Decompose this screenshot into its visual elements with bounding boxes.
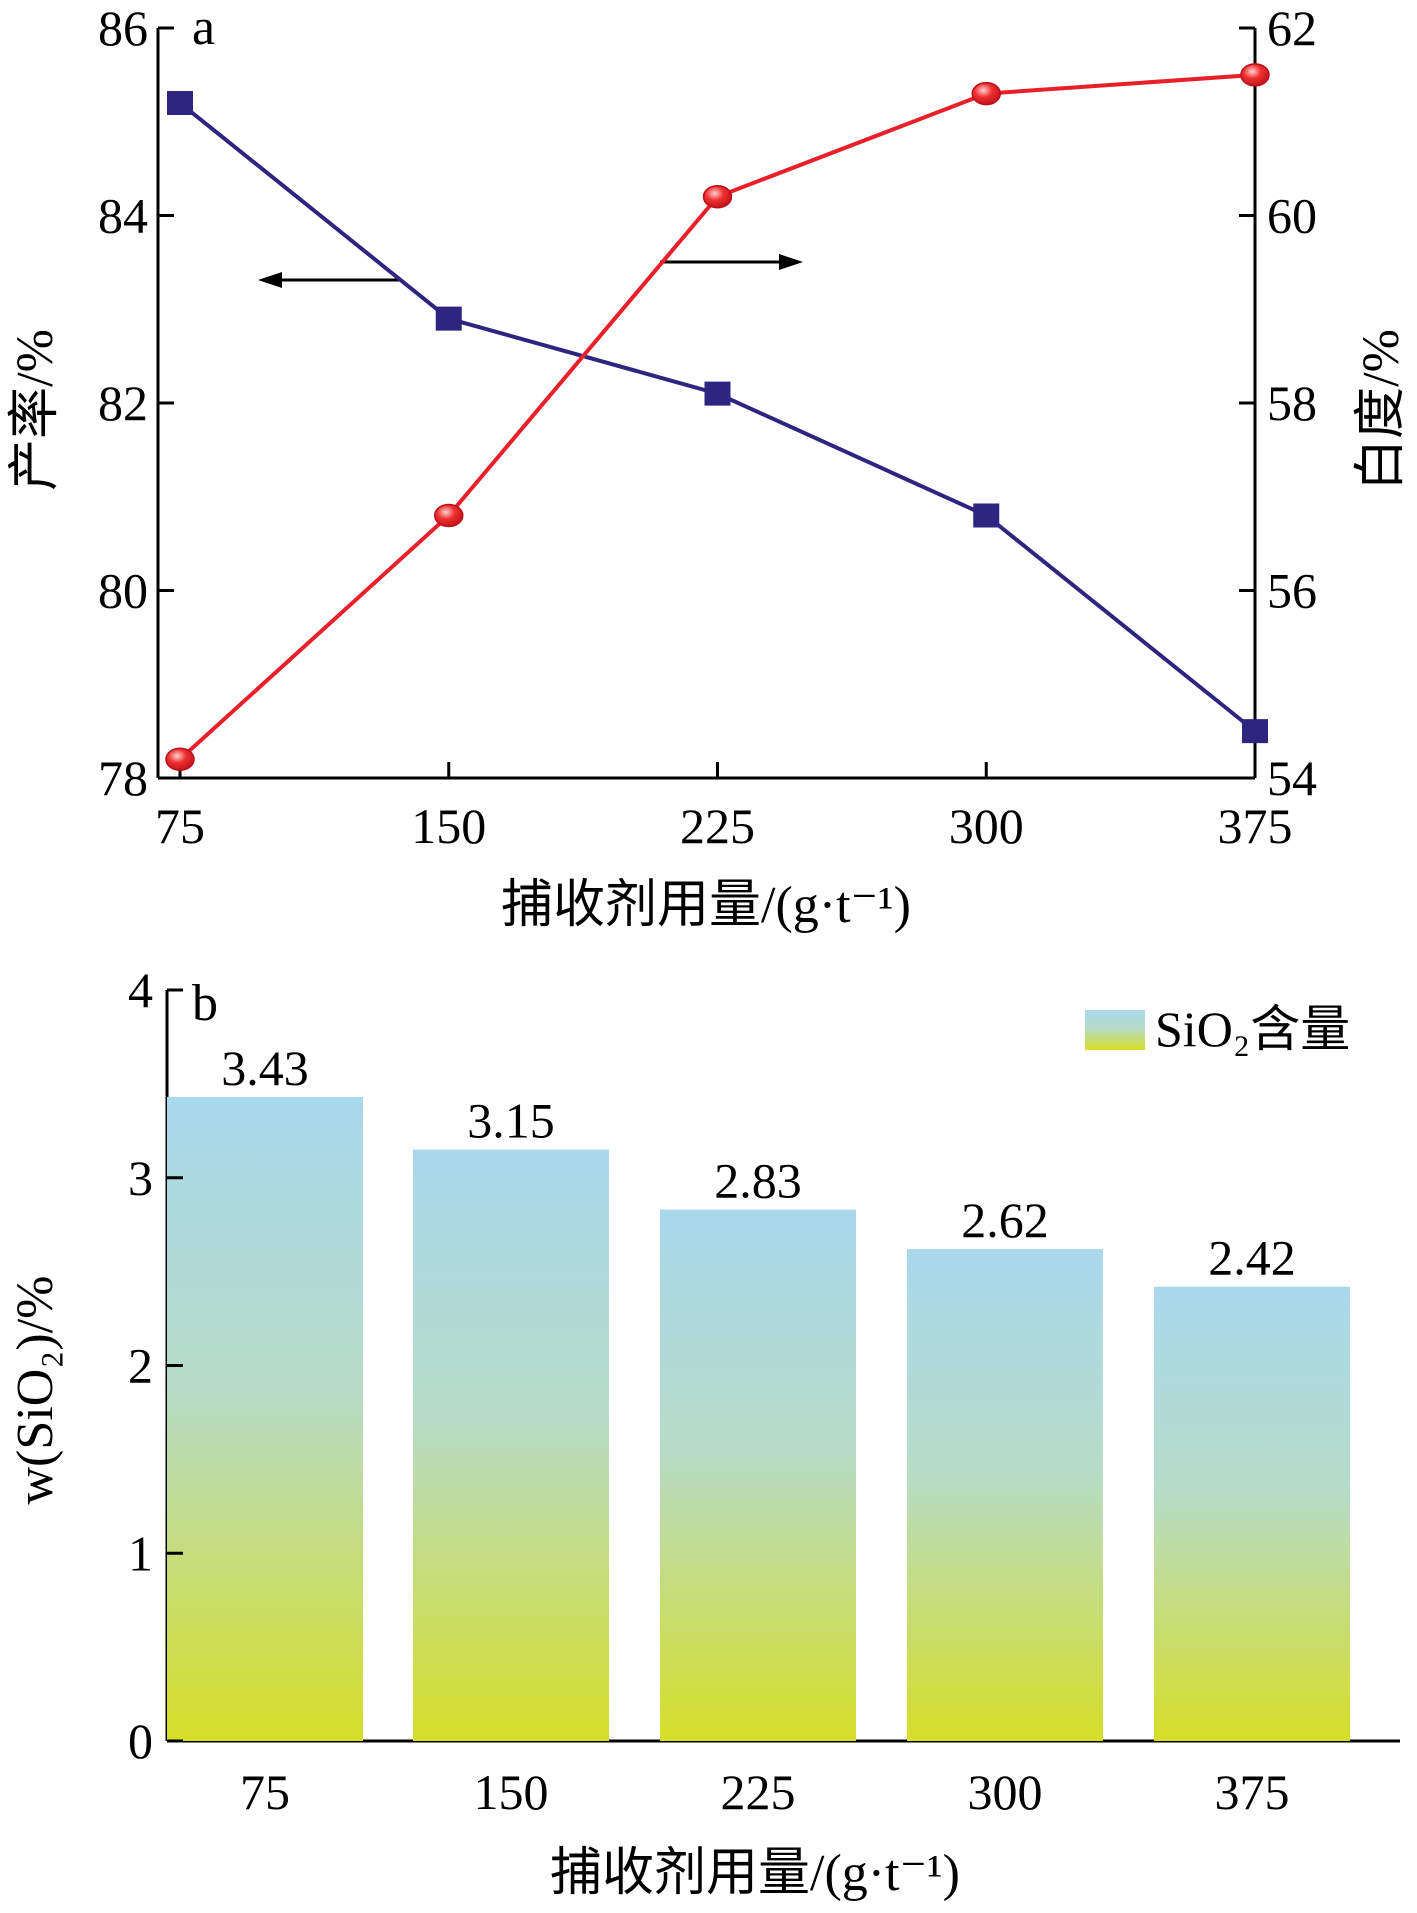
panel-a-left-tick-label: 82	[98, 375, 148, 431]
panel-a-series-1-point	[1240, 63, 1270, 87]
panel-a-left-arrow	[258, 272, 400, 288]
bar-value-label: 2.83	[714, 1153, 802, 1209]
bar-value-label: 2.42	[1208, 1230, 1296, 1286]
bar-value-label: 3.15	[467, 1093, 555, 1149]
panel-a-x-tick-label: 150	[411, 798, 486, 854]
legend-label: SiO₂含量	[1155, 1001, 1350, 1057]
panel-a-right-tick-labels: 54 56 58 60 62	[1267, 0, 1317, 806]
panel-a-series-0-point	[973, 503, 1000, 528]
panel-b-y-tick-label: 0	[128, 1713, 153, 1769]
panel-a-left-tick-label: 84	[98, 188, 148, 244]
panel-a: 78 80 82 84 86 54 56 58 60 62 75 150 225 300 375 a 捕…	[7, 0, 1410, 934]
bar	[167, 1097, 363, 1741]
panel-b-x-axis-label: 捕收剂用量/(g·t⁻¹)	[550, 1845, 960, 1902]
panel-a-label: a	[192, 0, 215, 56]
panel-a-left-tick-label: 86	[98, 0, 148, 56]
panel-a-x-tick-label: 225	[680, 798, 755, 854]
panel-a-right-y-label: 白度/%	[1353, 329, 1410, 491]
panel-b-y-tick-label: 3	[128, 1150, 153, 1206]
bar	[1154, 1286, 1350, 1741]
panel-a-x-tick-label: 375	[1218, 798, 1293, 854]
bar	[907, 1249, 1103, 1741]
bar	[660, 1209, 856, 1741]
panel-a-x-tick-label: 75	[155, 798, 205, 854]
panel-b-y-tick-label: 1	[128, 1525, 153, 1581]
panel-b-y-tick-label: 4	[128, 962, 153, 1018]
panel-b-x-tick-label: 150	[474, 1764, 549, 1820]
panel-a-left-tick-label: 78	[98, 750, 148, 806]
panel-a-series-1-point	[434, 503, 464, 528]
panel-a-right-tick-label: 58	[1267, 375, 1317, 431]
panel-a-series-0-point	[167, 91, 193, 115]
panel-a-right-arrow	[660, 254, 803, 270]
panel-b-x-tick-label: 375	[1215, 1764, 1290, 1820]
panel-b: 0 1 2 3 4 75 150 225 300 375 3.43 3.15 2.83 2.62 2.4…	[7, 962, 1400, 1902]
bar	[413, 1149, 609, 1741]
panel-b-label: b	[192, 975, 218, 1032]
panel-a-series-1-point	[165, 747, 195, 771]
panel-a-right-tick-label: 62	[1267, 0, 1317, 56]
panel-b-x-tick-label: 75	[240, 1764, 290, 1820]
panel-b-x-tick-label: 225	[721, 1764, 796, 1820]
panel-a-x-axis-label: 捕收剂用量/(g·t⁻¹)	[501, 877, 911, 934]
panel-a-series-1-point	[702, 185, 733, 209]
panel-a-series-0-point	[704, 381, 731, 406]
panel-a-x-tick-labels: 75 150 225 300 375	[155, 798, 1293, 854]
panel-a-series-1-point	[971, 81, 1001, 106]
panel-a-series-0-point	[435, 306, 462, 331]
panel-b-legend: SiO₂含量	[1085, 1001, 1350, 1057]
panel-a-right-tick-label: 54	[1267, 750, 1317, 806]
panel-a-x-tick-label: 300	[949, 798, 1024, 854]
panel-b-x-tick-labels: 75 150 225 300 375	[240, 1764, 1290, 1820]
panel-a-left-tick-labels: 78 80 82 84 86	[98, 0, 148, 806]
panel-b-y-tick-label: 2	[128, 1338, 153, 1394]
panel-b-data-labels: 3.43 3.15 2.83 2.62 2.42	[221, 1040, 1296, 1286]
panel-b-y-axis-label: w(SiO₂)/%	[7, 1276, 64, 1505]
bar-value-label: 2.62	[961, 1192, 1049, 1248]
panel-a-series-0-point	[1242, 719, 1268, 744]
panel-a-left-tick-label: 80	[98, 563, 148, 619]
panel-b-y-tick-labels: 0 1 2 3 4	[128, 962, 153, 1769]
panel-b-bars	[167, 1097, 1350, 1741]
panel-a-series-1-line	[178, 72, 1256, 761]
panel-a-series	[165, 63, 1270, 771]
panel-a-right-tick-label: 60	[1267, 188, 1317, 244]
panel-a-left-y-label: 产率/%	[7, 329, 64, 491]
panel-b-x-tick-label: 300	[968, 1764, 1043, 1820]
bar-value-label: 3.43	[221, 1040, 309, 1096]
panel-b-ticks	[167, 988, 183, 1743]
panel-a-right-tick-label: 56	[1267, 563, 1317, 619]
legend-swatch	[1085, 1010, 1145, 1050]
